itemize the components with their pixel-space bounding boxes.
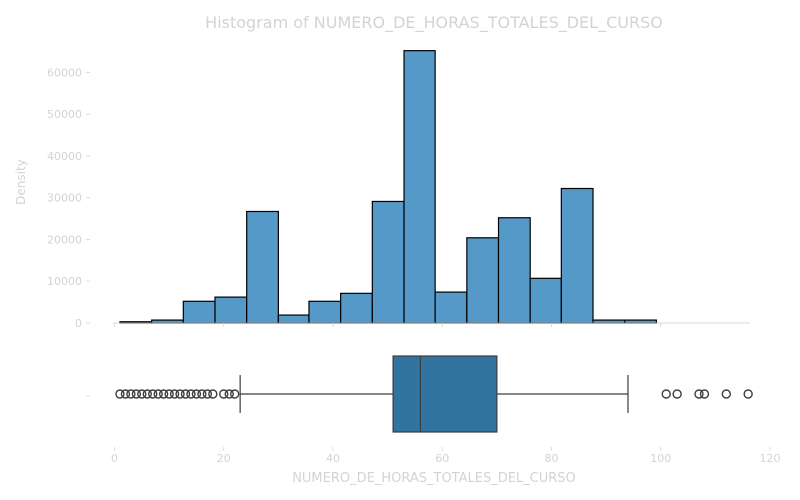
outlier-point bbox=[115, 389, 125, 399]
outlier-point bbox=[191, 389, 202, 399]
outlier-point bbox=[175, 389, 185, 399]
outlier-point bbox=[158, 389, 169, 399]
histogram-bar bbox=[277, 314, 310, 324]
y-axis-label: Density bbox=[14, 159, 28, 205]
y-tick-label: 40000 bbox=[47, 150, 82, 163]
outlier-point bbox=[180, 389, 191, 399]
outlier-point bbox=[229, 389, 240, 399]
histogram-bar bbox=[560, 187, 594, 324]
y-tick-label: 30000 bbox=[47, 192, 82, 205]
outlier-point bbox=[699, 389, 710, 399]
y-tick-label: 60000 bbox=[47, 66, 82, 79]
outlier-point bbox=[694, 389, 704, 399]
outlier-point bbox=[169, 389, 180, 399]
outlier-point bbox=[672, 389, 682, 399]
outlier-point bbox=[202, 389, 213, 399]
histogram-bar bbox=[340, 292, 373, 324]
histogram-bars bbox=[119, 50, 657, 324]
histogram-y-ticks: 0 10000 20000 30000 40000 50000 60000 bbox=[47, 66, 90, 330]
outlier-point bbox=[120, 389, 131, 399]
box-iqr bbox=[392, 355, 498, 433]
y-tick-label: 10000 bbox=[47, 275, 82, 288]
histogram-bar bbox=[246, 210, 279, 324]
outlier-point bbox=[148, 389, 158, 399]
boxplot-y-tick-label: - bbox=[86, 389, 90, 402]
x-tick-label: 100 bbox=[650, 452, 671, 465]
outlier-point bbox=[164, 389, 174, 399]
histogram-bar bbox=[214, 296, 248, 324]
chart-title: Histogram of NUMERO_DE_HORAS_TOTALES_DEL… bbox=[205, 13, 663, 33]
histogram-bar bbox=[182, 300, 216, 324]
x-tick-label: 40 bbox=[326, 452, 340, 465]
histogram-x-ticks bbox=[114, 323, 662, 327]
outlier-point bbox=[131, 389, 142, 399]
outlier-point bbox=[721, 389, 731, 399]
histogram-bar bbox=[466, 237, 500, 324]
outlier-point bbox=[208, 389, 218, 399]
histogram-bar bbox=[592, 319, 626, 324]
outlier-point bbox=[224, 389, 234, 399]
outlier-point bbox=[186, 389, 196, 399]
outlier-point bbox=[743, 389, 753, 399]
outlier-point bbox=[153, 389, 163, 399]
x-axis-label: NUMERO_DE_HORAS_TOTALES_DEL_CURSO bbox=[292, 471, 576, 486]
x-tick-label: 80 bbox=[545, 452, 559, 465]
x-tick-label: 20 bbox=[217, 452, 231, 465]
boxplot bbox=[115, 355, 753, 433]
y-tick-label: 0 bbox=[75, 317, 82, 330]
histogram-bar bbox=[308, 300, 342, 324]
histogram-bar bbox=[434, 291, 468, 324]
histogram-bar bbox=[371, 200, 405, 324]
boxplot-x-ticks: 0 20 40 60 80 100 120 bbox=[111, 447, 781, 465]
histogram-bar bbox=[403, 50, 436, 324]
histogram-bar bbox=[151, 319, 184, 324]
y-tick-label: 50000 bbox=[47, 108, 82, 121]
outlier-point bbox=[219, 389, 229, 399]
histogram-bar bbox=[624, 319, 657, 324]
outlier-point bbox=[126, 389, 136, 399]
histogram-bar bbox=[529, 277, 562, 324]
x-tick-label: 60 bbox=[435, 452, 449, 465]
outlier-point bbox=[661, 389, 671, 399]
outlier-point bbox=[197, 389, 207, 399]
outlier-point bbox=[137, 389, 147, 399]
x-tick-label: 0 bbox=[111, 452, 118, 465]
y-tick-label: 20000 bbox=[47, 233, 82, 246]
outlier-point bbox=[142, 389, 152, 399]
histogram-bar bbox=[497, 217, 531, 324]
x-tick-label: 120 bbox=[760, 452, 781, 465]
